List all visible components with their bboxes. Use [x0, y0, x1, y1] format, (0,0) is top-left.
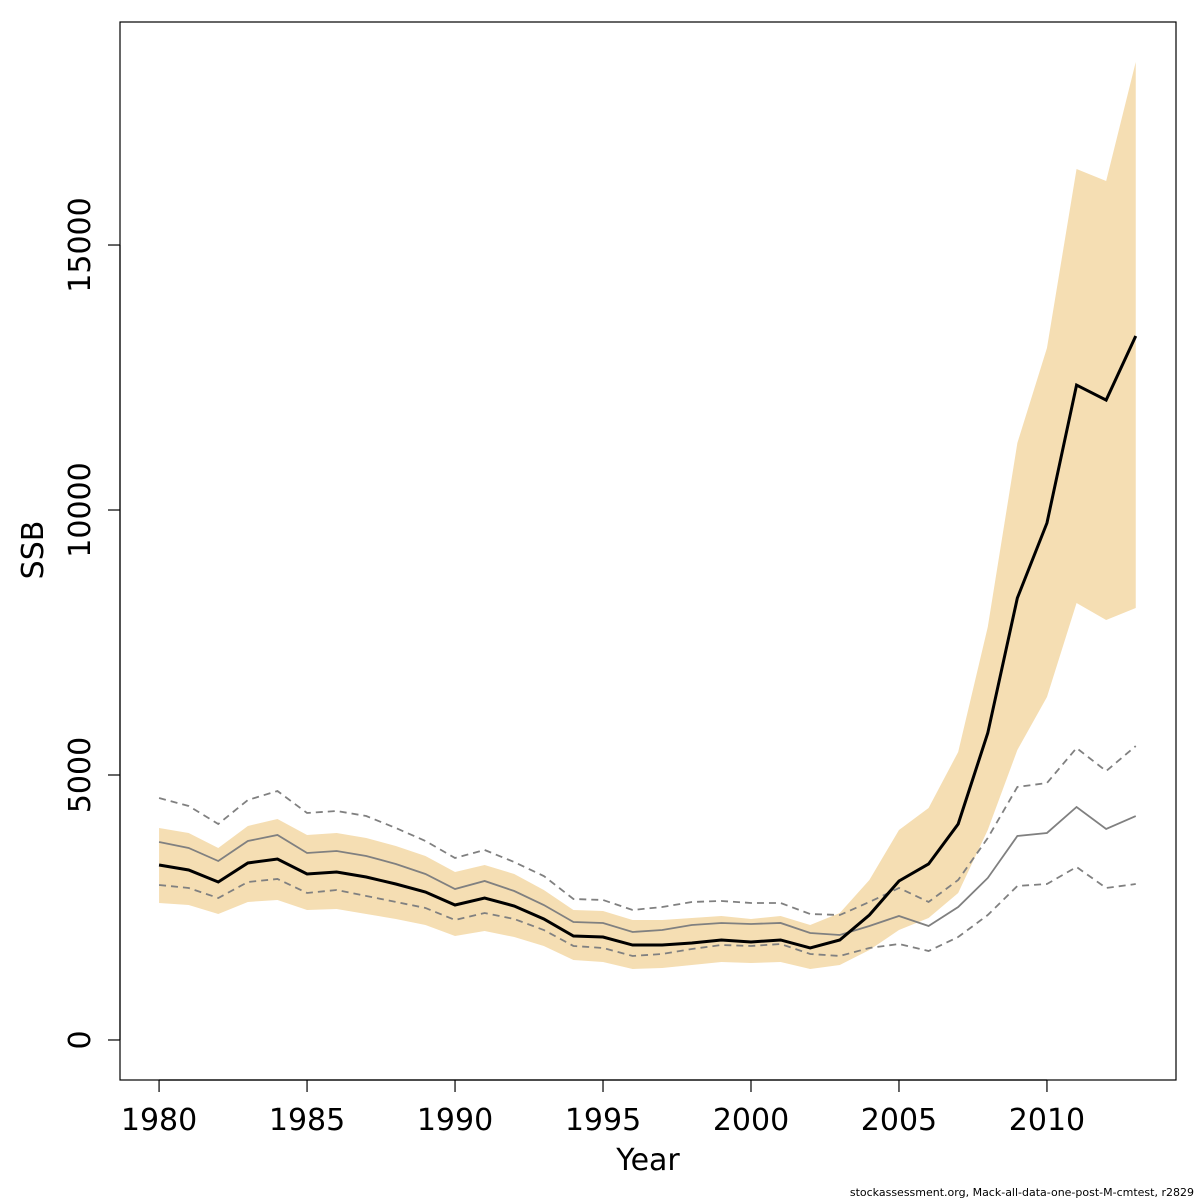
y-tick-label: 10000 — [63, 462, 98, 557]
x-axis-label: Year — [615, 1143, 680, 1178]
series-line — [158, 335, 1138, 950]
y-tick-label: 0 — [63, 1030, 98, 1049]
series-line — [158, 805, 1137, 936]
y-tick-label: 15000 — [63, 197, 98, 292]
x-tick-label: 1995 — [565, 1103, 641, 1138]
x-tick-label: 2000 — [713, 1103, 789, 1138]
series-line — [158, 745, 1137, 916]
x-tick-label: 2010 — [1009, 1103, 1085, 1138]
y-axis-label: SSB — [16, 521, 51, 580]
series-line — [158, 865, 1136, 957]
footnote: stockassessment.org, Mack-all-data-one-p… — [850, 1186, 1194, 1199]
x-tick-label: 1990 — [417, 1103, 493, 1138]
confidence-band — [159, 62, 1136, 969]
x-tick-label: 1985 — [269, 1103, 345, 1138]
y-tick-label: 5000 — [63, 737, 98, 813]
x-tick-label: 1980 — [121, 1103, 197, 1138]
x-tick-label: 2005 — [861, 1103, 937, 1138]
